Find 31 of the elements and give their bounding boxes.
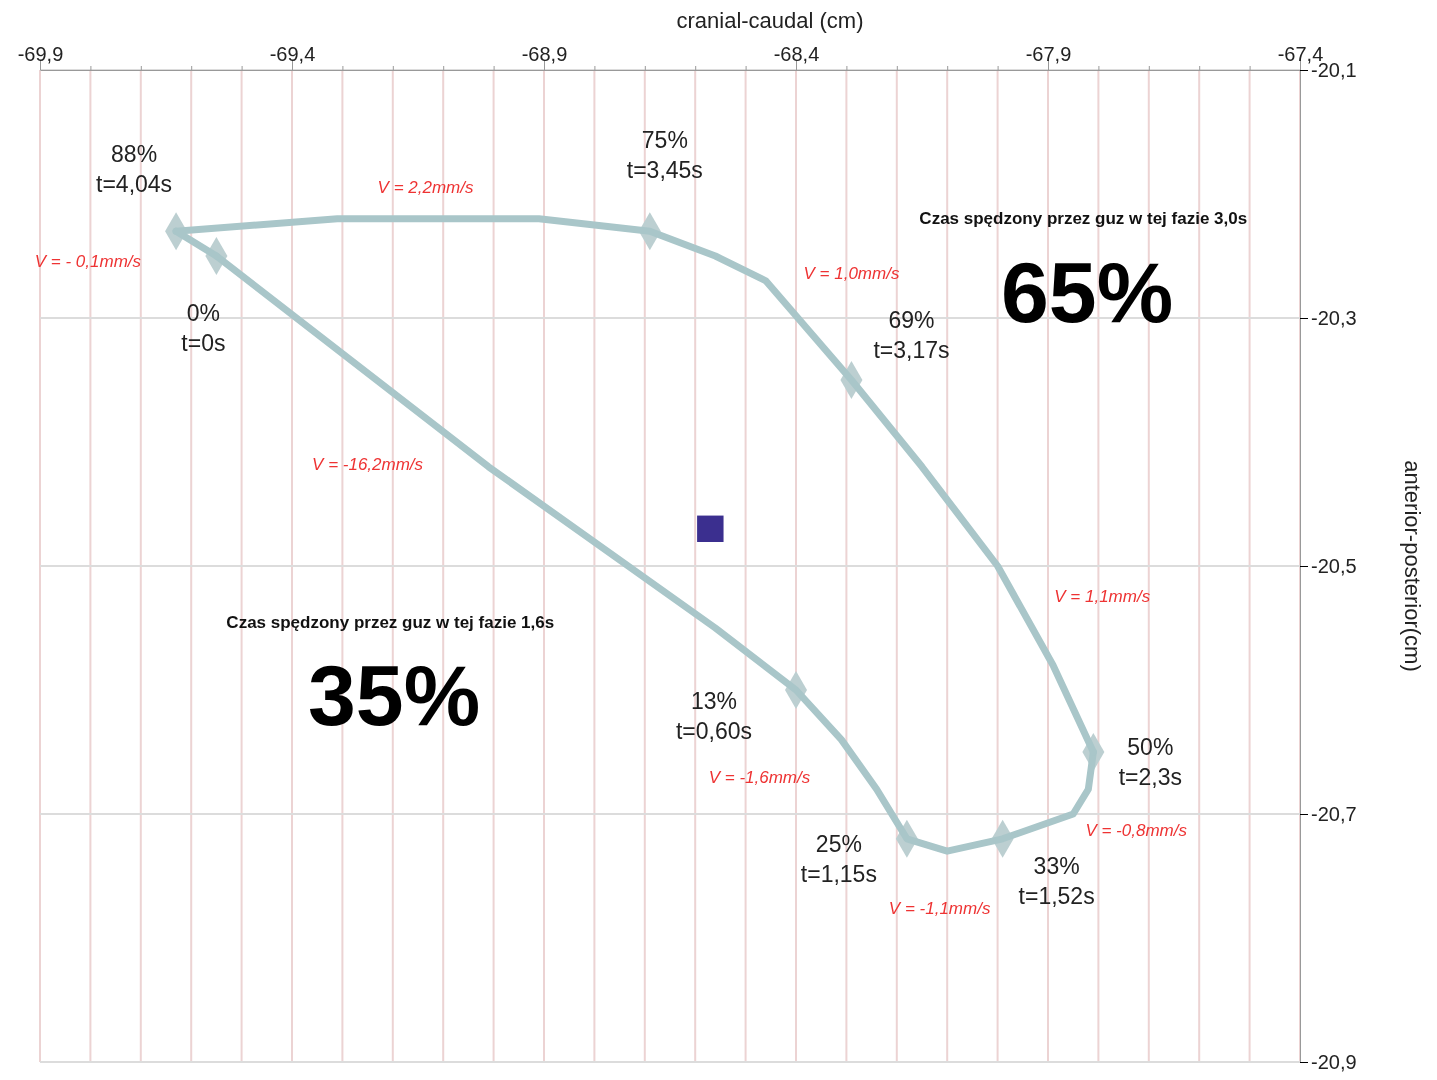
annotation: Czas spędzony przez guz w tej fazie 3,0s xyxy=(919,208,1248,228)
annotation: 25% t=1,15s xyxy=(800,830,877,887)
annotation: 69% t=3,17s xyxy=(873,307,950,363)
annotation: V = -16,2mm/s xyxy=(312,454,424,474)
annotation: 33% t=1,52s xyxy=(1018,852,1095,909)
x-axis-title: cranial-caudal (cm) xyxy=(676,8,864,33)
annotation: V = -1,1mm/s xyxy=(888,899,991,919)
annotation: V = -0,8mm/s xyxy=(1085,820,1188,840)
annotation: 88% t=4,04s xyxy=(96,141,173,198)
annotation: V = -1,6mm/s xyxy=(708,768,811,788)
annotation: V = - 0,1mm/s xyxy=(34,252,142,272)
y-tick-label: -20,7 xyxy=(1311,802,1357,825)
annotation: 50% t=2,3s xyxy=(1118,734,1183,790)
annotation: 13% t=0,60s xyxy=(675,688,753,744)
y-tick-label: -20,3 xyxy=(1311,306,1357,329)
x-tick-label: -68,9 xyxy=(521,43,568,65)
annotation: 65% xyxy=(1000,244,1174,341)
x-tick-label: -67,9 xyxy=(1025,43,1072,65)
y-axis-title: anterior-posterior(cm) xyxy=(1400,460,1425,672)
annotation: V = 2,2mm/s xyxy=(377,178,475,198)
y-tick-label: -20,9 xyxy=(1311,1050,1357,1073)
annotation: 0% t=0s xyxy=(181,300,226,356)
x-tick-label: -69,9 xyxy=(17,43,64,65)
annotation: V = 1,1mm/s xyxy=(1054,586,1151,606)
x-tick-label: -68,4 xyxy=(773,43,820,65)
annotation: V = 1,0mm/s xyxy=(803,264,900,284)
y-tick-label: -20,5 xyxy=(1311,554,1357,577)
x-tick-label: -69,4 xyxy=(269,43,316,65)
annotation: Czas spędzony przez guz w tej fazie 1,6s xyxy=(226,612,555,632)
annotation: 35% xyxy=(307,647,481,744)
annotation: 75% t=3,45s xyxy=(626,127,703,184)
